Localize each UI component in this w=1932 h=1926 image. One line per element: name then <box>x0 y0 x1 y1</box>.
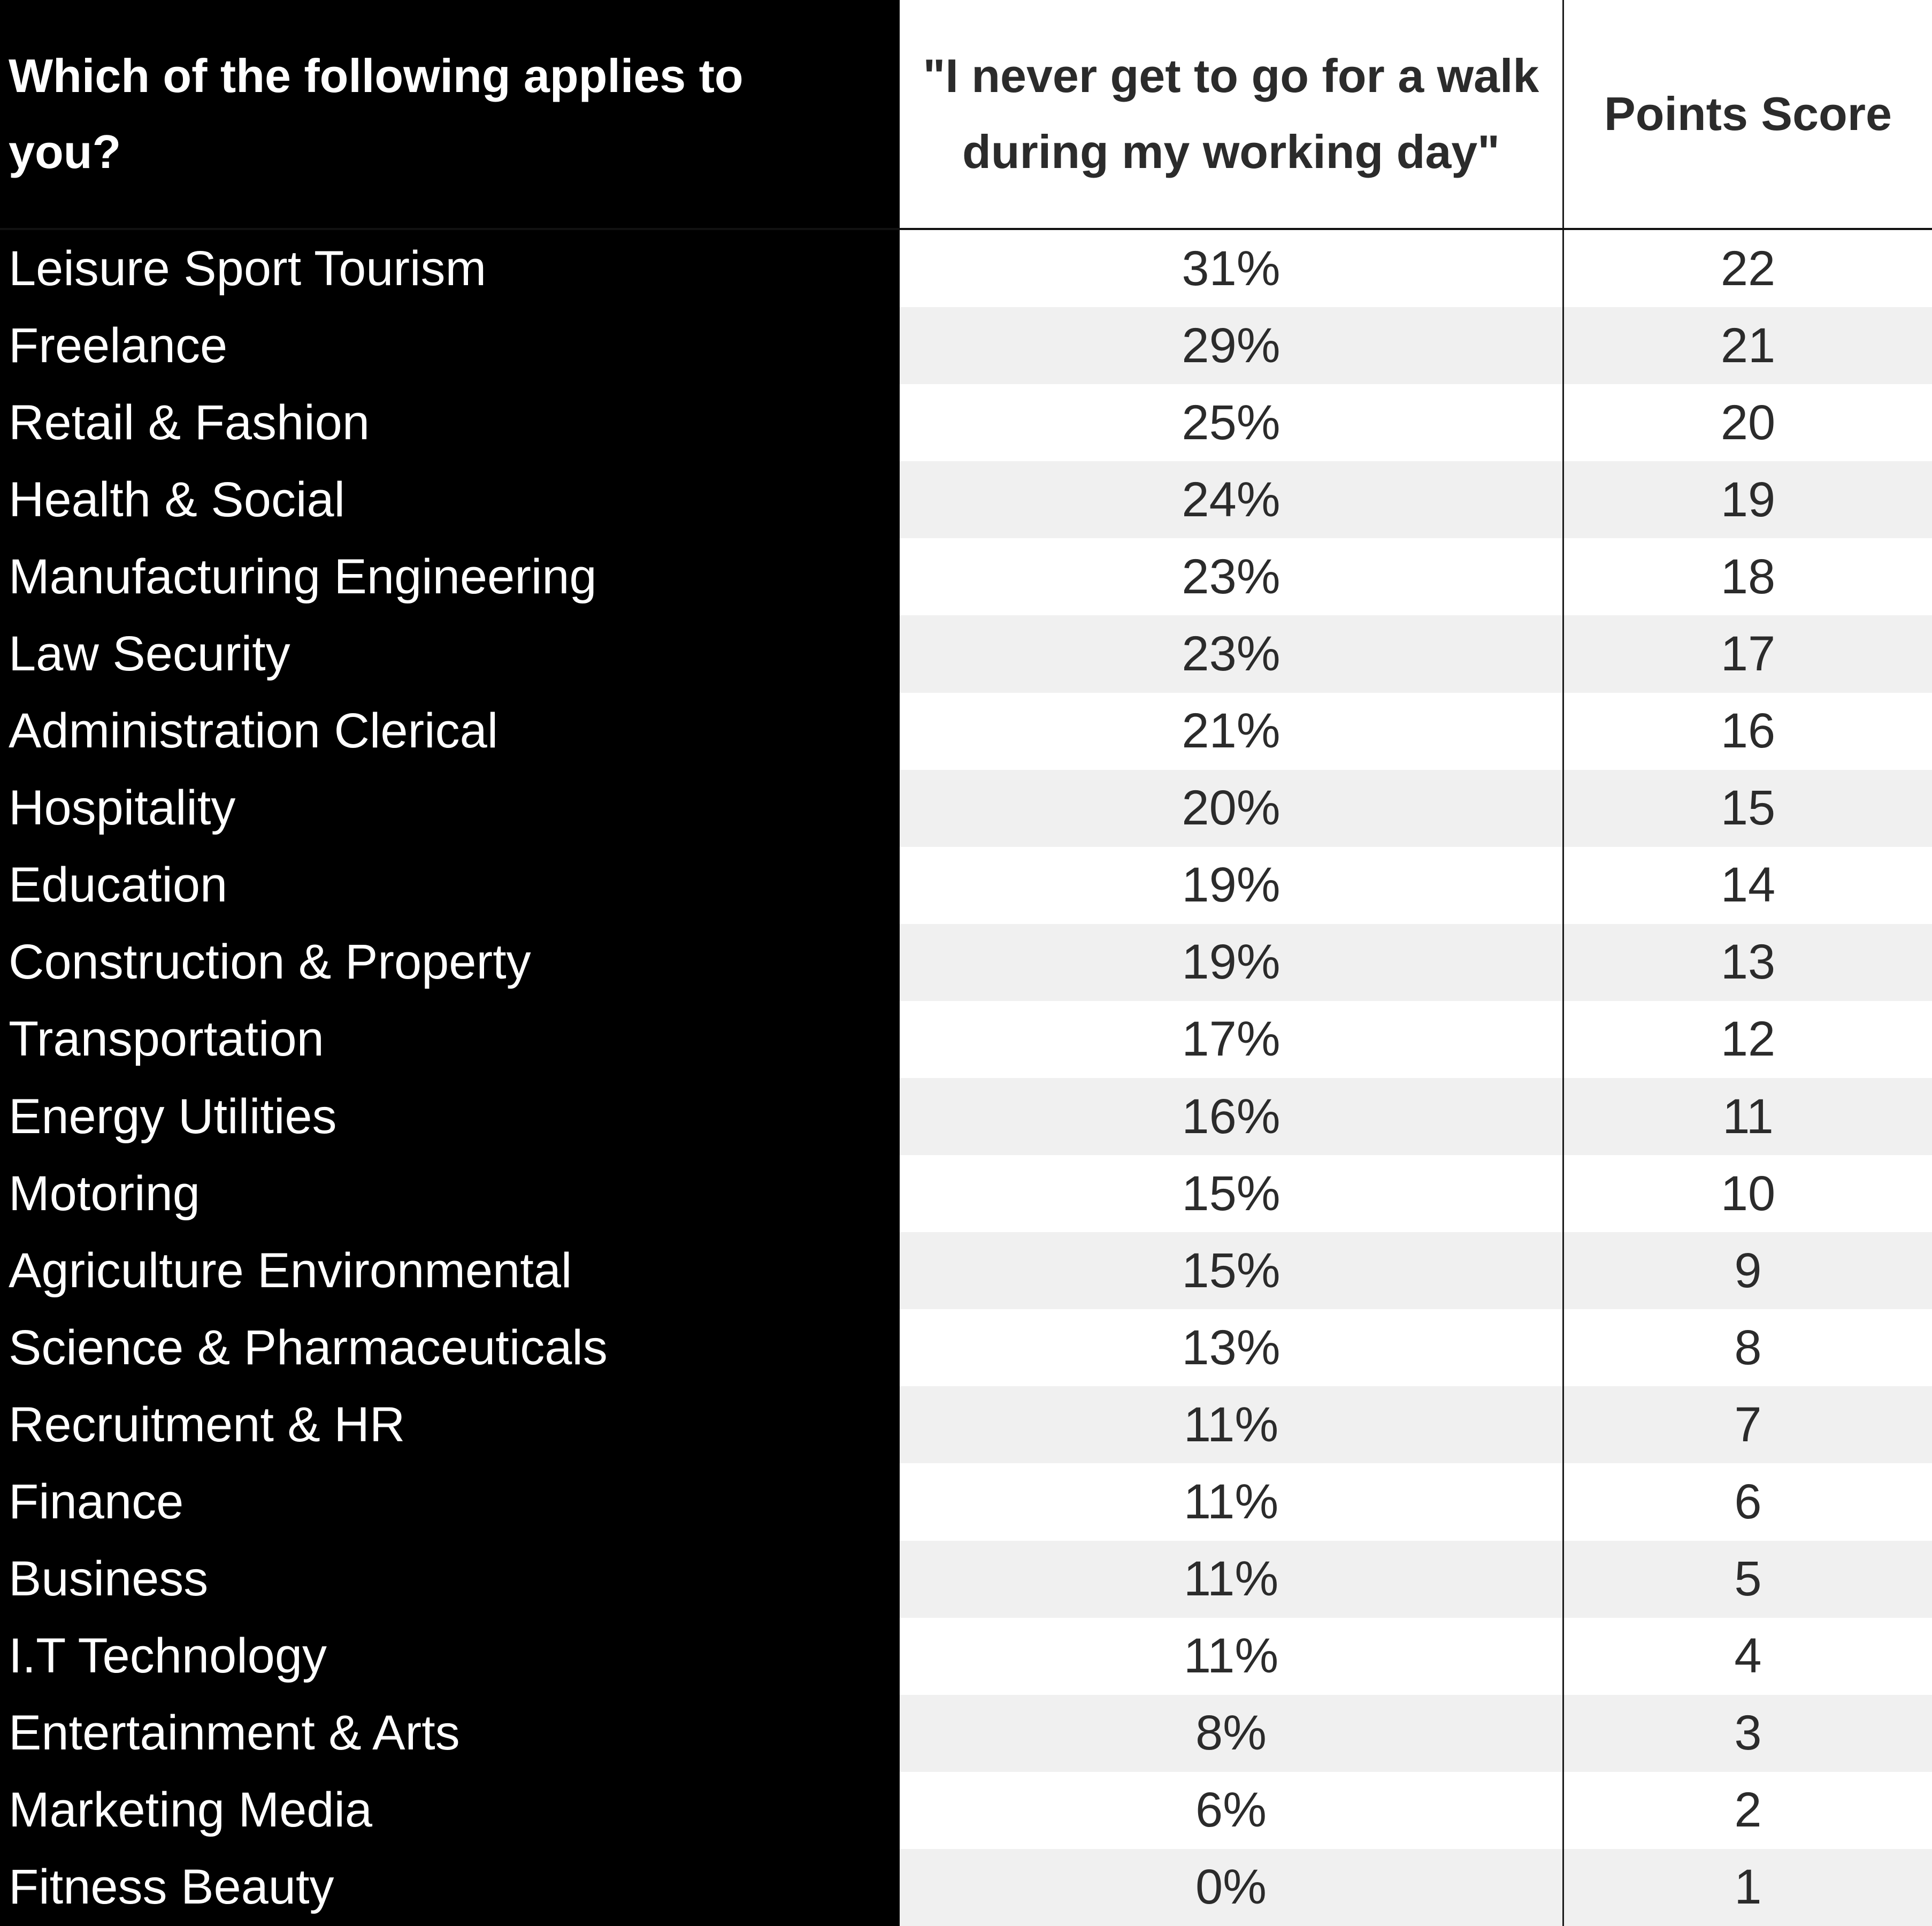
row-category: Recruitment & HR <box>0 1386 900 1464</box>
row-category: Marketing Media <box>0 1771 900 1849</box>
row-category: Health & Social <box>0 461 900 539</box>
row-percent: 17% <box>900 1000 1564 1078</box>
row-category: Motoring <box>0 1155 900 1233</box>
row-category: Business <box>0 1540 900 1618</box>
row-score: 4 <box>1564 1617 1932 1695</box>
row-category: Freelance <box>0 307 900 385</box>
row-score: 15 <box>1564 769 1932 847</box>
row-score: 6 <box>1564 1463 1932 1541</box>
row-category: Construction & Property <box>0 923 900 1001</box>
row-score: 14 <box>1564 846 1932 924</box>
row-percent: 15% <box>900 1155 1564 1233</box>
table-row: Business 11% 5 <box>0 1540 1932 1618</box>
table-row: Fitness Beauty 0% 1 <box>0 1848 1932 1926</box>
row-score: 16 <box>1564 692 1932 770</box>
table-row: Administration Clerical 21% 16 <box>0 692 1932 770</box>
row-category: Transportation <box>0 1000 900 1078</box>
row-percent: 21% <box>900 692 1564 770</box>
table-row: Retail & Fashion 25% 20 <box>0 384 1932 462</box>
row-category: Administration Clerical <box>0 692 900 770</box>
row-percent: 16% <box>900 1078 1564 1156</box>
row-score: 10 <box>1564 1155 1932 1233</box>
row-category: Agriculture Environmental <box>0 1232 900 1310</box>
table-row: I.T Technology 11% 4 <box>0 1617 1932 1695</box>
row-percent: 23% <box>900 615 1564 693</box>
row-percent: 15% <box>900 1232 1564 1310</box>
row-percent: 25% <box>900 384 1564 462</box>
table-row: Education 19% 14 <box>0 846 1932 924</box>
row-score: 19 <box>1564 461 1932 539</box>
row-score: 17 <box>1564 615 1932 693</box>
row-score: 22 <box>1564 230 1932 308</box>
table-row: Law Security 23% 17 <box>0 615 1932 693</box>
row-score: 18 <box>1564 538 1932 616</box>
row-score: 8 <box>1564 1309 1932 1387</box>
table-row: Science & Pharmaceuticals 13% 8 <box>0 1309 1932 1387</box>
row-score: 2 <box>1564 1771 1932 1849</box>
table-row: Hospitality 20% 15 <box>0 769 1932 847</box>
row-category: Science & Pharmaceuticals <box>0 1309 900 1387</box>
table-row: Leisure Sport Tourism 31% 22 <box>0 230 1932 308</box>
row-score: 7 <box>1564 1386 1932 1464</box>
row-category: Retail & Fashion <box>0 384 900 462</box>
header-points-score: Points Score <box>1564 0 1932 228</box>
row-category: Entertainment & Arts <box>0 1694 900 1772</box>
header-never-walk: "I never get to go for a walk during my … <box>900 0 1564 228</box>
row-category: Hospitality <box>0 769 900 847</box>
row-score: 3 <box>1564 1694 1932 1772</box>
row-category: Manufacturing Engineering <box>0 538 900 616</box>
table-row: Construction & Property 19% 13 <box>0 923 1932 1001</box>
row-score: 5 <box>1564 1540 1932 1618</box>
table-row: Freelance 29% 21 <box>0 307 1932 385</box>
table-row: Transportation 17% 12 <box>0 1000 1932 1078</box>
table-row: Finance 11% 6 <box>0 1463 1932 1541</box>
row-score: 1 <box>1564 1848 1932 1926</box>
table-row: Agriculture Environmental 15% 9 <box>0 1232 1932 1310</box>
row-percent: 0% <box>900 1848 1564 1926</box>
table-row: Motoring 15% 10 <box>0 1155 1932 1233</box>
row-percent: 19% <box>900 923 1564 1001</box>
row-percent: 23% <box>900 538 1564 616</box>
row-percent: 20% <box>900 769 1564 847</box>
table-row: Entertainment & Arts 8% 3 <box>0 1694 1932 1772</box>
row-score: 11 <box>1564 1078 1932 1156</box>
row-percent: 11% <box>900 1617 1564 1695</box>
row-category: Fitness Beauty <box>0 1848 900 1926</box>
table-row: Health & Social 24% 19 <box>0 461 1932 539</box>
row-percent: 31% <box>900 230 1564 308</box>
row-category: Finance <box>0 1463 900 1541</box>
row-category: Law Security <box>0 615 900 693</box>
row-percent: 6% <box>900 1771 1564 1849</box>
header-category: Which of the following applies to you? <box>0 0 900 228</box>
table-row: Manufacturing Engineering 23% 18 <box>0 538 1932 616</box>
row-percent: 11% <box>900 1386 1564 1464</box>
row-percent: 8% <box>900 1694 1564 1772</box>
table-row: Recruitment & HR 11% 7 <box>0 1386 1932 1464</box>
row-score: 12 <box>1564 1000 1932 1078</box>
row-percent: 11% <box>900 1463 1564 1541</box>
row-score: 9 <box>1564 1232 1932 1310</box>
row-percent: 19% <box>900 846 1564 924</box>
row-percent: 11% <box>900 1540 1564 1618</box>
row-category: Leisure Sport Tourism <box>0 230 900 308</box>
row-category: Energy Utilities <box>0 1078 900 1156</box>
row-percent: 24% <box>900 461 1564 539</box>
table-row: Marketing Media 6% 2 <box>0 1771 1932 1849</box>
row-category: Education <box>0 846 900 924</box>
row-category: I.T Technology <box>0 1617 900 1695</box>
row-score: 20 <box>1564 384 1932 462</box>
table-header: Which of the following applies to you? "… <box>0 0 1932 230</box>
row-percent: 29% <box>900 307 1564 385</box>
row-score: 21 <box>1564 307 1932 385</box>
table-row: Energy Utilities 16% 11 <box>0 1078 1932 1156</box>
row-percent: 13% <box>900 1309 1564 1387</box>
row-score: 13 <box>1564 923 1932 1001</box>
